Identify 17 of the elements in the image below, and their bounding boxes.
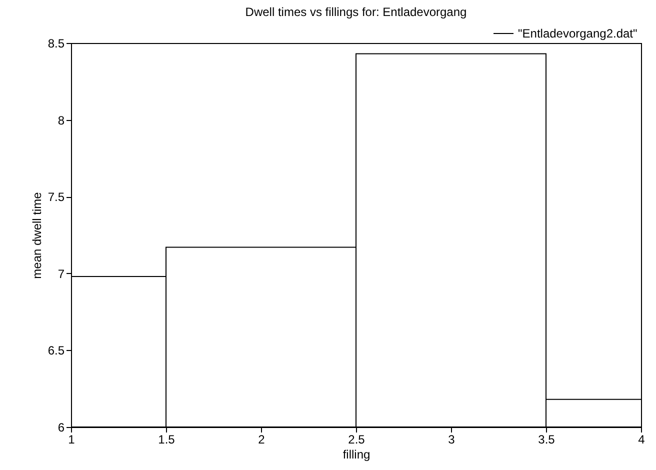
x-axis-title: filling [342, 448, 370, 462]
y-tick-label: 8.5 [48, 36, 65, 50]
y-tick-label: 6.5 [48, 344, 65, 358]
x-tick-label: 4 [638, 432, 646, 446]
y-tick-label: 7 [58, 266, 65, 281]
y-tick-label: 7.5 [48, 190, 65, 204]
x-tick-label: 3 [448, 432, 456, 446]
x-tick-label: 3.5 [538, 432, 556, 446]
x-tick-label: 1.5 [158, 432, 176, 446]
y-axis-title: mean dwell time [30, 192, 44, 279]
y-tick-label: 6 [58, 420, 65, 434]
x-tick-label: 1 [68, 432, 76, 446]
x-tick-label: 2 [258, 432, 266, 446]
chart-title: Dwell times vs fillings for: Entladevorgang [245, 5, 467, 19]
legend-label: "Entladevorgang2.dat" [518, 26, 638, 40]
x-tick-label: 2.5 [348, 432, 366, 446]
y-tick-label: 8 [58, 113, 65, 128]
